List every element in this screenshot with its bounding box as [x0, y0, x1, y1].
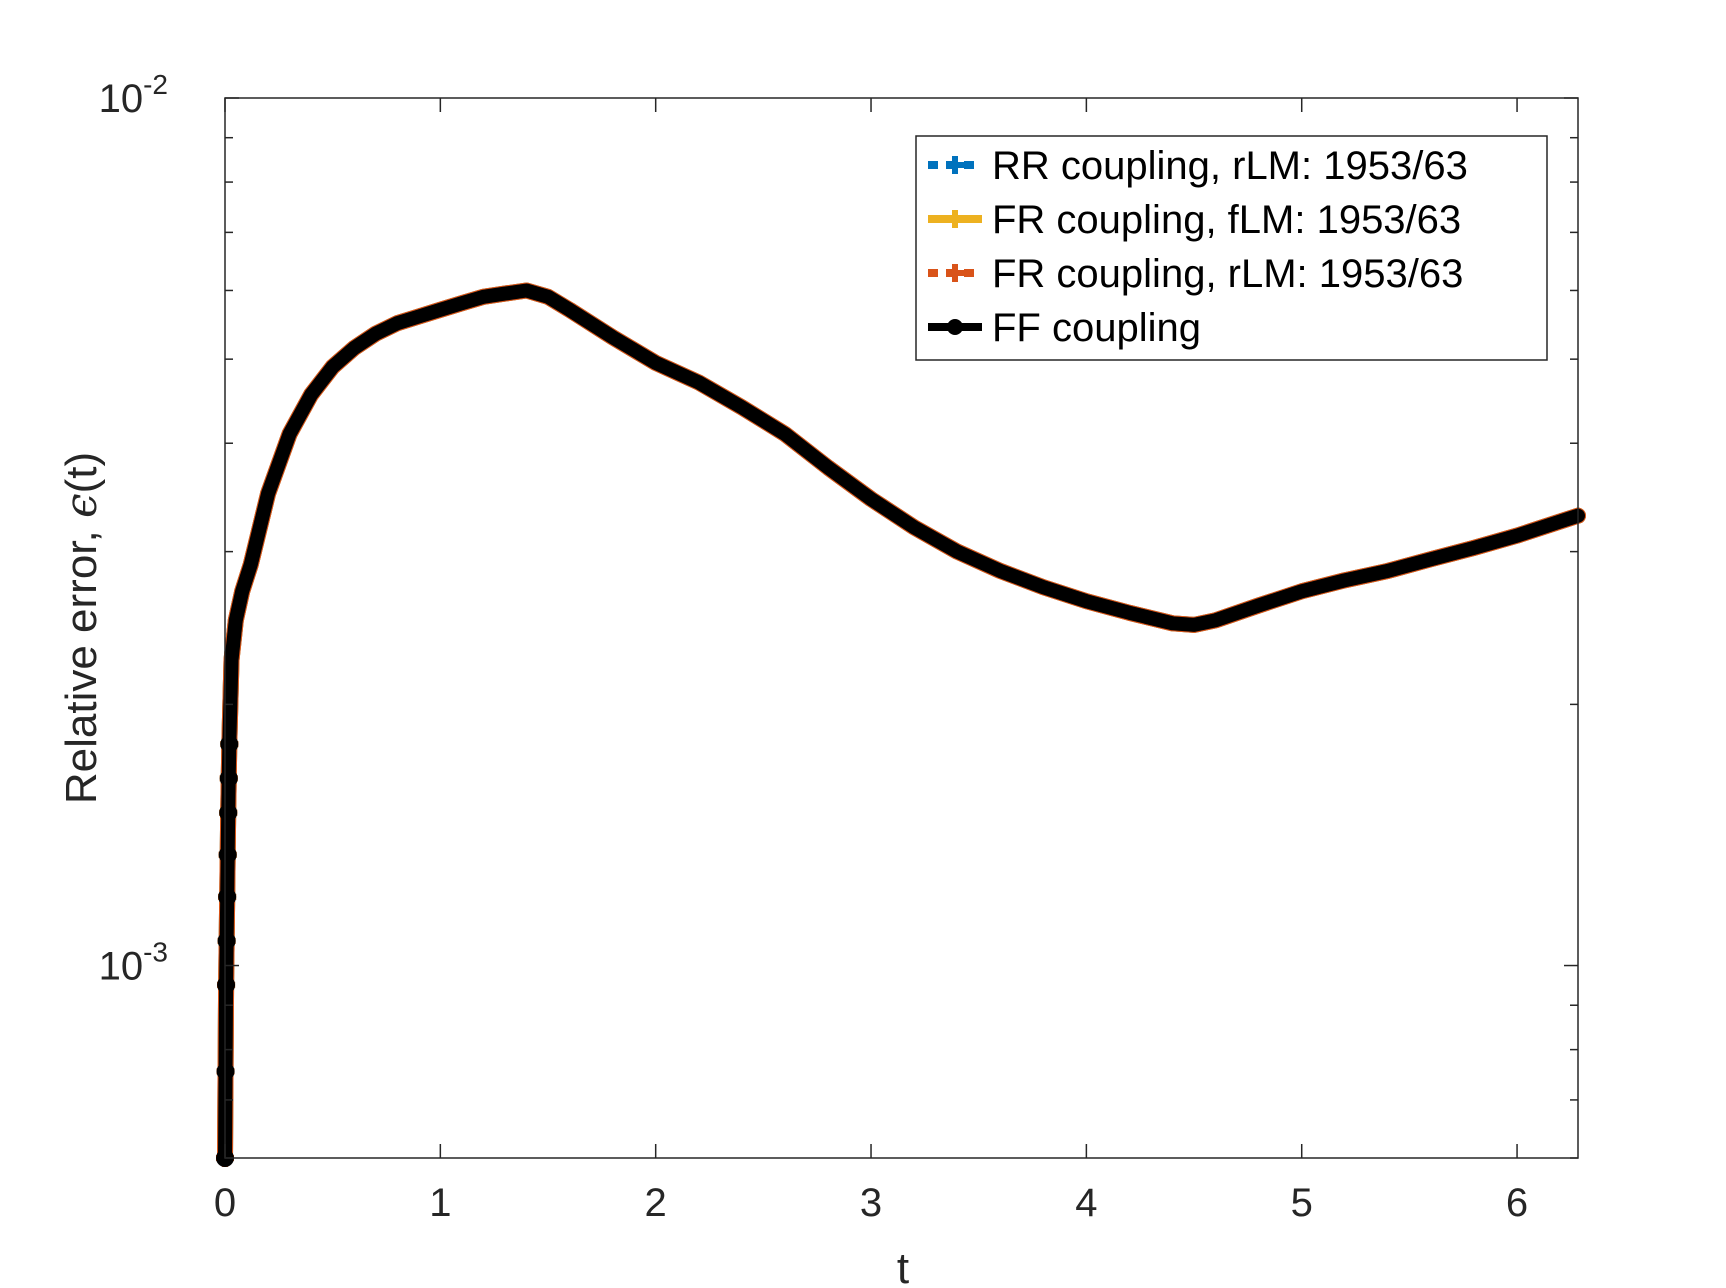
- y-axis-label-arg: (t): [57, 452, 106, 494]
- x-tick-label-4: 4: [1075, 1181, 1097, 1225]
- y-tick-label-exp-0: -3: [143, 937, 168, 968]
- legend-item-2: FR coupling, fLM: 1953/63: [928, 198, 1461, 242]
- legend-label-2: FR coupling, fLM: 1953/63: [992, 198, 1461, 242]
- x-tick-label-5: 5: [1291, 1181, 1313, 1225]
- series-line-4: [218, 283, 1585, 1165]
- legend-items: RR coupling, rLM: 1953/63 FR coupling, fL…: [928, 144, 1468, 350]
- legend-item-4: FF coupling: [928, 306, 1201, 350]
- legend-label-3: FR coupling, rLM: 1953/63: [992, 252, 1463, 296]
- x-axis-label: t: [897, 1244, 909, 1288]
- series-4-marker-9: [220, 735, 239, 754]
- series-4-marker-6: [218, 845, 237, 864]
- legend-item-1: RR coupling, rLM: 1953/63: [928, 144, 1468, 188]
- series-4-marker-7: [219, 803, 238, 822]
- x-tick-label-1: 1: [429, 1181, 451, 1225]
- series-4-marker-4: [217, 931, 236, 950]
- legend-marker-4: [947, 319, 963, 335]
- y-tick-label-1: 10-2: [99, 69, 168, 121]
- x-tick-label-0: 0: [214, 1181, 236, 1225]
- series-4-marker-8: [219, 769, 238, 788]
- y-tick-label-0: 10-3: [99, 937, 168, 989]
- ticks-layer: [224, 97, 1578, 1159]
- y-tick-label-base-1: 10: [99, 77, 144, 121]
- x-tick-label-6: 6: [1506, 1181, 1528, 1225]
- y-axis-label-text: Relative error,: [57, 518, 106, 804]
- legend-item-3: FR coupling, rLM: 1953/63: [928, 252, 1463, 296]
- series-4: [216, 283, 1585, 1167]
- data-layer: [216, 282, 1586, 1167]
- legend-marker-3: [946, 264, 964, 282]
- legend-marker-1: [946, 156, 964, 174]
- x-tick-label-2: 2: [645, 1181, 667, 1225]
- legend-label-4: FF coupling: [992, 306, 1201, 350]
- y-tick-label-exp-1: -2: [143, 69, 168, 100]
- legend-box: [915, 135, 1548, 361]
- legend-marker-2: [946, 210, 964, 228]
- y-axis-label: Relative error, ϵ(t): [56, 452, 107, 804]
- legend-label-1: RR coupling, rLM: 1953/63: [992, 144, 1468, 188]
- legend: RR coupling, rLM: 1953/63 FR coupling, fL…: [915, 135, 1548, 361]
- series-4-marker-5: [218, 887, 237, 906]
- series-4-marker-3: [217, 975, 236, 994]
- y-tick-label-base-0: 10: [99, 945, 144, 989]
- tick-labels-layer: 0 1 2 3 4 5 610-310-2: [99, 69, 1529, 1225]
- x-tick-label-3: 3: [860, 1181, 882, 1225]
- y-axis-label-symbol: ϵ: [56, 493, 107, 518]
- plot-box: [224, 97, 1579, 1159]
